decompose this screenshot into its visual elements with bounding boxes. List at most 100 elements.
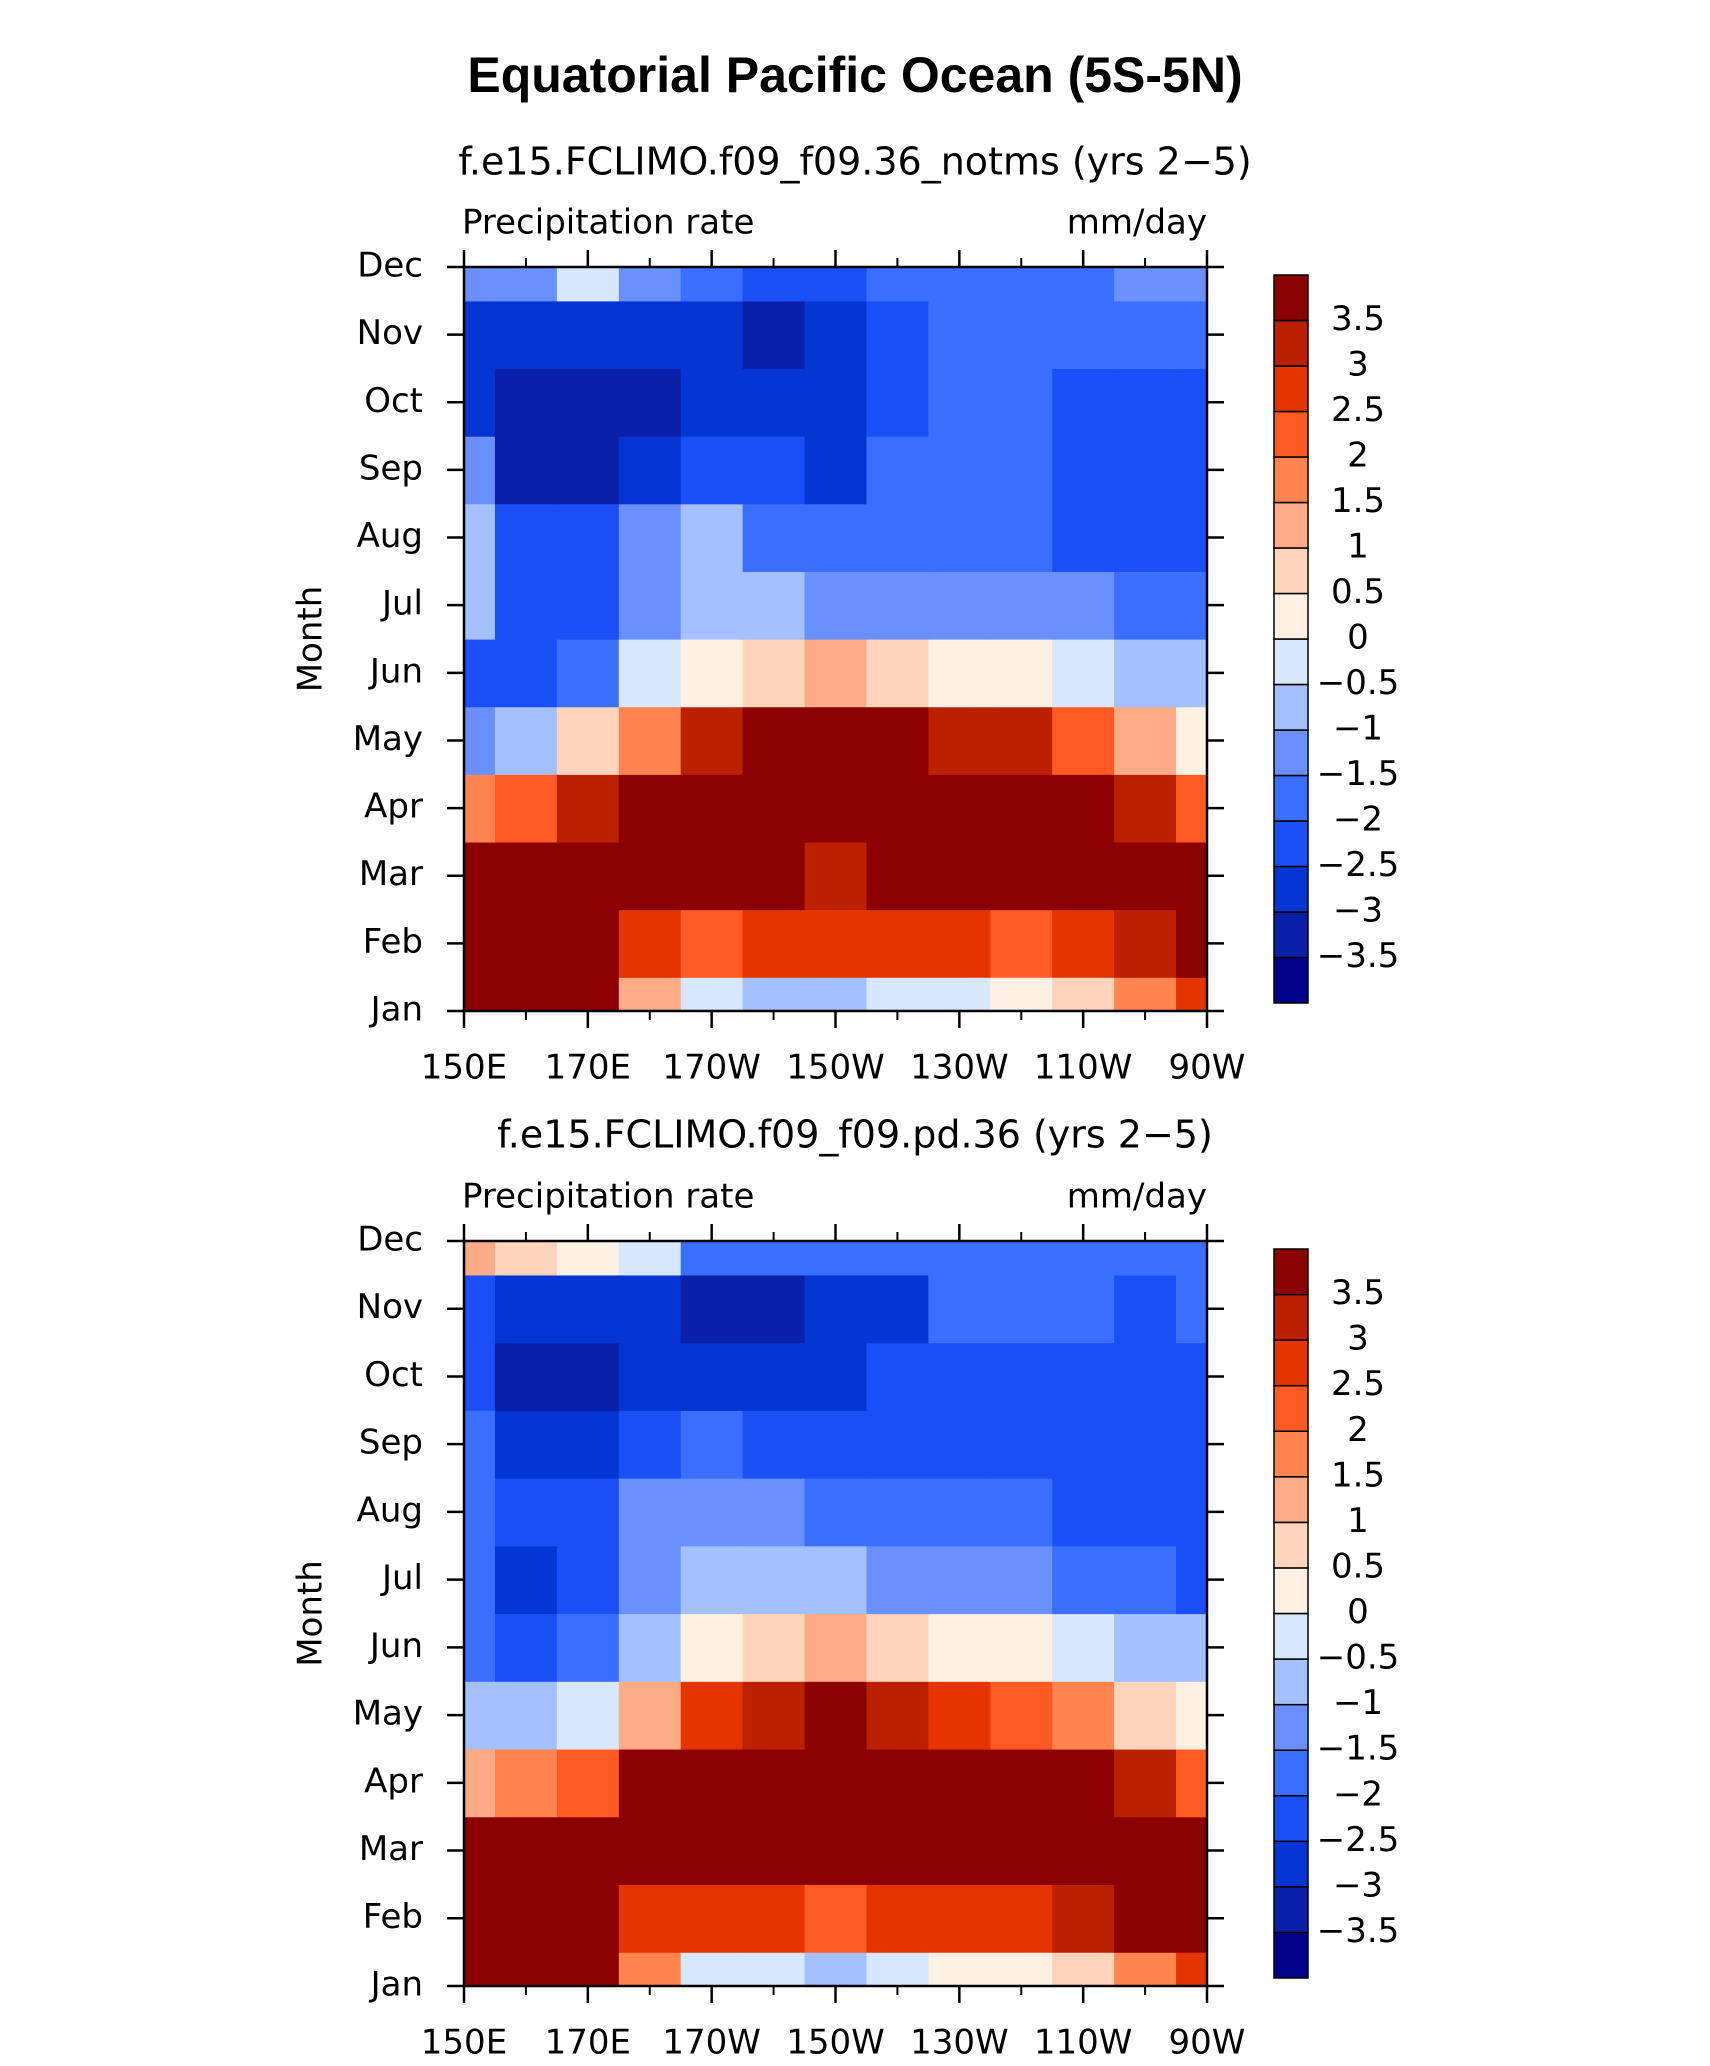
cell (680, 1884, 744, 1953)
cell (990, 1478, 1053, 1547)
cell (928, 1952, 991, 1987)
cell (742, 503, 806, 572)
colorbar-label: −1.5 (1317, 754, 1400, 794)
cell (556, 300, 620, 370)
cell (928, 909, 991, 978)
colorbar-label: −1 (1333, 709, 1383, 749)
colorbar-box (1273, 1339, 1309, 1387)
y-tick-label: Mar (359, 854, 423, 894)
colorbar-label: −3 (1333, 891, 1383, 931)
cell (680, 436, 744, 505)
cell (990, 1884, 1053, 1953)
cell (494, 909, 558, 978)
cell (1176, 1274, 1208, 1344)
cell (1052, 1478, 1115, 1547)
cell (866, 706, 929, 775)
cell (1052, 571, 1115, 640)
cell (1114, 841, 1177, 911)
cell (928, 503, 991, 572)
cell (928, 1241, 991, 1276)
cell (804, 774, 868, 843)
x-tick-label: 150W (786, 1048, 885, 1088)
x-tick-label: 110W (1034, 1048, 1133, 1088)
colorbar-label: −2 (1333, 1774, 1383, 1814)
cell (742, 1884, 806, 1953)
cell (618, 909, 682, 978)
cell (494, 503, 558, 572)
cell (990, 1952, 1053, 1987)
colorbar-box (1273, 1384, 1309, 1432)
cell (1114, 1952, 1177, 1987)
colorbar-box (1273, 1248, 1309, 1296)
colorbar-label: −3.5 (1317, 1911, 1400, 1951)
cell (494, 1478, 558, 1547)
cell (866, 1545, 929, 1615)
cell (1052, 1241, 1115, 1276)
colorbar-label: −1.5 (1317, 1729, 1400, 1769)
cell (1052, 1952, 1115, 1987)
cell (618, 1478, 682, 1547)
cell (618, 1241, 682, 1276)
y-tick-label: Jul (380, 1558, 423, 1598)
colorbar-label: −2 (1333, 800, 1383, 840)
colorbar-label: 1 (1347, 527, 1369, 567)
y-tick-label: May (353, 1694, 423, 1734)
cell (556, 1342, 620, 1411)
cell (866, 1274, 929, 1344)
cell (1114, 267, 1177, 302)
cell (464, 1748, 496, 1818)
cell (742, 774, 806, 843)
cell (494, 1681, 558, 1750)
y-tick-label: Jan (369, 990, 423, 1030)
cell (804, 1545, 868, 1615)
cell (680, 1816, 744, 1886)
y-tick-label: Aug (357, 516, 423, 556)
colorbar-box (1273, 319, 1309, 367)
cell (556, 503, 620, 572)
cell (1114, 1884, 1177, 1953)
cell (680, 1342, 744, 1411)
cell (990, 503, 1053, 572)
cell (618, 368, 682, 437)
cell (556, 706, 620, 775)
y-tick-label: Feb (363, 1897, 423, 1937)
cell (1052, 436, 1115, 505)
cell (680, 841, 744, 911)
cell (804, 909, 868, 978)
cell (742, 267, 806, 302)
cell (464, 706, 496, 775)
cell (1114, 368, 1177, 437)
cell (866, 1613, 929, 1682)
cell (928, 977, 991, 1012)
colorbar-label: 0 (1347, 618, 1369, 658)
cell (618, 977, 682, 1012)
cell (618, 639, 682, 708)
panel-title: f.e15.FCLIMO.f09_f09.36_notms (yrs 2−5) (458, 140, 1251, 184)
y-tick-label: Oct (364, 1355, 423, 1395)
cell (990, 639, 1053, 708)
cell (1114, 977, 1177, 1012)
cell (464, 1613, 496, 1682)
cell (928, 639, 991, 708)
cell (556, 1241, 620, 1276)
cell (742, 571, 806, 640)
cell (464, 503, 496, 572)
cell (494, 977, 558, 1012)
cell (1114, 1816, 1177, 1886)
cell (1114, 1342, 1177, 1411)
colorbar-label: 2.5 (1331, 1364, 1385, 1404)
cell (556, 436, 620, 505)
cell (866, 1884, 929, 1953)
cell (928, 1884, 991, 1953)
colorbar-box (1273, 956, 1309, 1004)
cell (1052, 1410, 1115, 1479)
cell (1052, 706, 1115, 775)
cell (556, 1274, 620, 1344)
cell (1176, 503, 1208, 572)
variable-label: Precipitation rate (462, 1177, 754, 1217)
cell (464, 1545, 496, 1615)
y-tick-label: May (353, 719, 423, 759)
cell (1052, 639, 1115, 708)
cell (866, 300, 929, 370)
